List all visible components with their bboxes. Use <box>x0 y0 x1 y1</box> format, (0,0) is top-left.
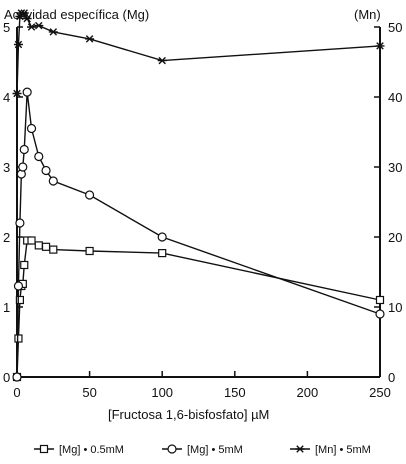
asterisk-marker <box>85 35 95 43</box>
legend-item: [Mg] • 0.5mM <box>34 444 124 456</box>
right-y-tick-label: 20 <box>388 230 402 245</box>
series-square <box>12 236 385 382</box>
asterisk-marker <box>375 42 385 50</box>
legend-circle-marker <box>167 444 177 454</box>
right-y-tick-label: 50 <box>388 20 402 35</box>
series-asterisk <box>12 9 385 98</box>
legend-item: [Mg] • 5mM <box>162 444 243 456</box>
left-y-tick-label: 0 <box>3 370 10 385</box>
circle-marker <box>22 87 32 97</box>
asterisk-marker <box>157 56 167 65</box>
right-y-tick-label: 40 <box>388 90 402 105</box>
square-marker <box>375 295 385 305</box>
left-y-tick-label: 2 <box>3 230 10 245</box>
square-marker <box>41 242 51 251</box>
x-tick-label: 100 <box>151 385 173 400</box>
series-line <box>16 92 381 378</box>
right-y-tick-label: 30 <box>388 160 402 175</box>
right-y-tick-label: 10 <box>388 300 402 315</box>
asterisk-marker <box>13 40 23 49</box>
right-y-ticks: 0 10 20 30 40 50 <box>374 20 402 385</box>
series-circle <box>12 87 385 382</box>
circle-marker <box>157 232 167 242</box>
asterisk-marker <box>48 28 58 36</box>
circle-marker <box>375 309 385 319</box>
x-ticks: 0 50 100 150 200 250 <box>13 371 391 400</box>
left-y-tick-label: 1 <box>3 300 10 315</box>
series-layer <box>12 9 385 382</box>
left-y-tick-label: 5 <box>3 20 10 35</box>
square-marker <box>27 236 36 245</box>
axes <box>16 27 381 378</box>
circle-marker <box>26 123 37 134</box>
circle-marker <box>48 176 58 186</box>
x-tick-label: 0 <box>13 385 20 400</box>
x-axis-title: [Fructosa 1,6-bisfosfato] µM <box>108 407 269 422</box>
asterisk-marker <box>12 89 22 98</box>
asterisk-marker <box>34 21 44 30</box>
series-line <box>16 12 381 94</box>
square-marker <box>14 334 23 343</box>
series-line <box>16 239 381 378</box>
square-marker <box>34 241 43 250</box>
circle-marker <box>41 165 51 176</box>
legend-label: [Mn] • 5mM <box>315 444 371 456</box>
right-axis-title: (Mn) <box>354 7 381 22</box>
circle-marker <box>15 218 25 228</box>
legend-label: [Mg] • 5mM <box>187 444 243 456</box>
asterisk-marker <box>19 9 29 17</box>
left-axis-title: Actividad específica (Mg) <box>4 7 149 22</box>
left-y-tick-label: 4 <box>3 90 10 105</box>
square-marker <box>15 295 25 305</box>
legend-asterisk-marker <box>295 445 305 453</box>
circle-marker <box>34 151 44 162</box>
x-tick-label: 150 <box>224 385 246 400</box>
circle-marker <box>13 281 24 291</box>
x-tick-label: 200 <box>297 385 319 400</box>
square-marker <box>20 260 29 270</box>
asterisk-marker <box>27 23 37 31</box>
circle-marker <box>19 144 29 155</box>
x-tick-label: 250 <box>369 385 391 400</box>
square-marker <box>85 246 94 256</box>
legend-label: [Mg] • 0.5mM <box>59 444 124 456</box>
legend-square-marker <box>39 444 49 454</box>
legend-item: [Mn] • 5mM <box>290 444 371 456</box>
square-marker <box>158 249 167 258</box>
circle-marker <box>18 162 28 172</box>
circle-marker <box>84 190 95 200</box>
left-y-tick-label: 3 <box>3 160 10 175</box>
square-marker <box>49 245 58 254</box>
circle-marker <box>12 372 22 382</box>
legend: [Mg] • 0.5mM [Mg] • 5mM [Mn] • 5mM <box>34 444 371 456</box>
right-y-tick-label: 0 <box>388 370 395 385</box>
x-tick-label: 50 <box>82 385 96 400</box>
asterisk-marker <box>22 14 32 23</box>
